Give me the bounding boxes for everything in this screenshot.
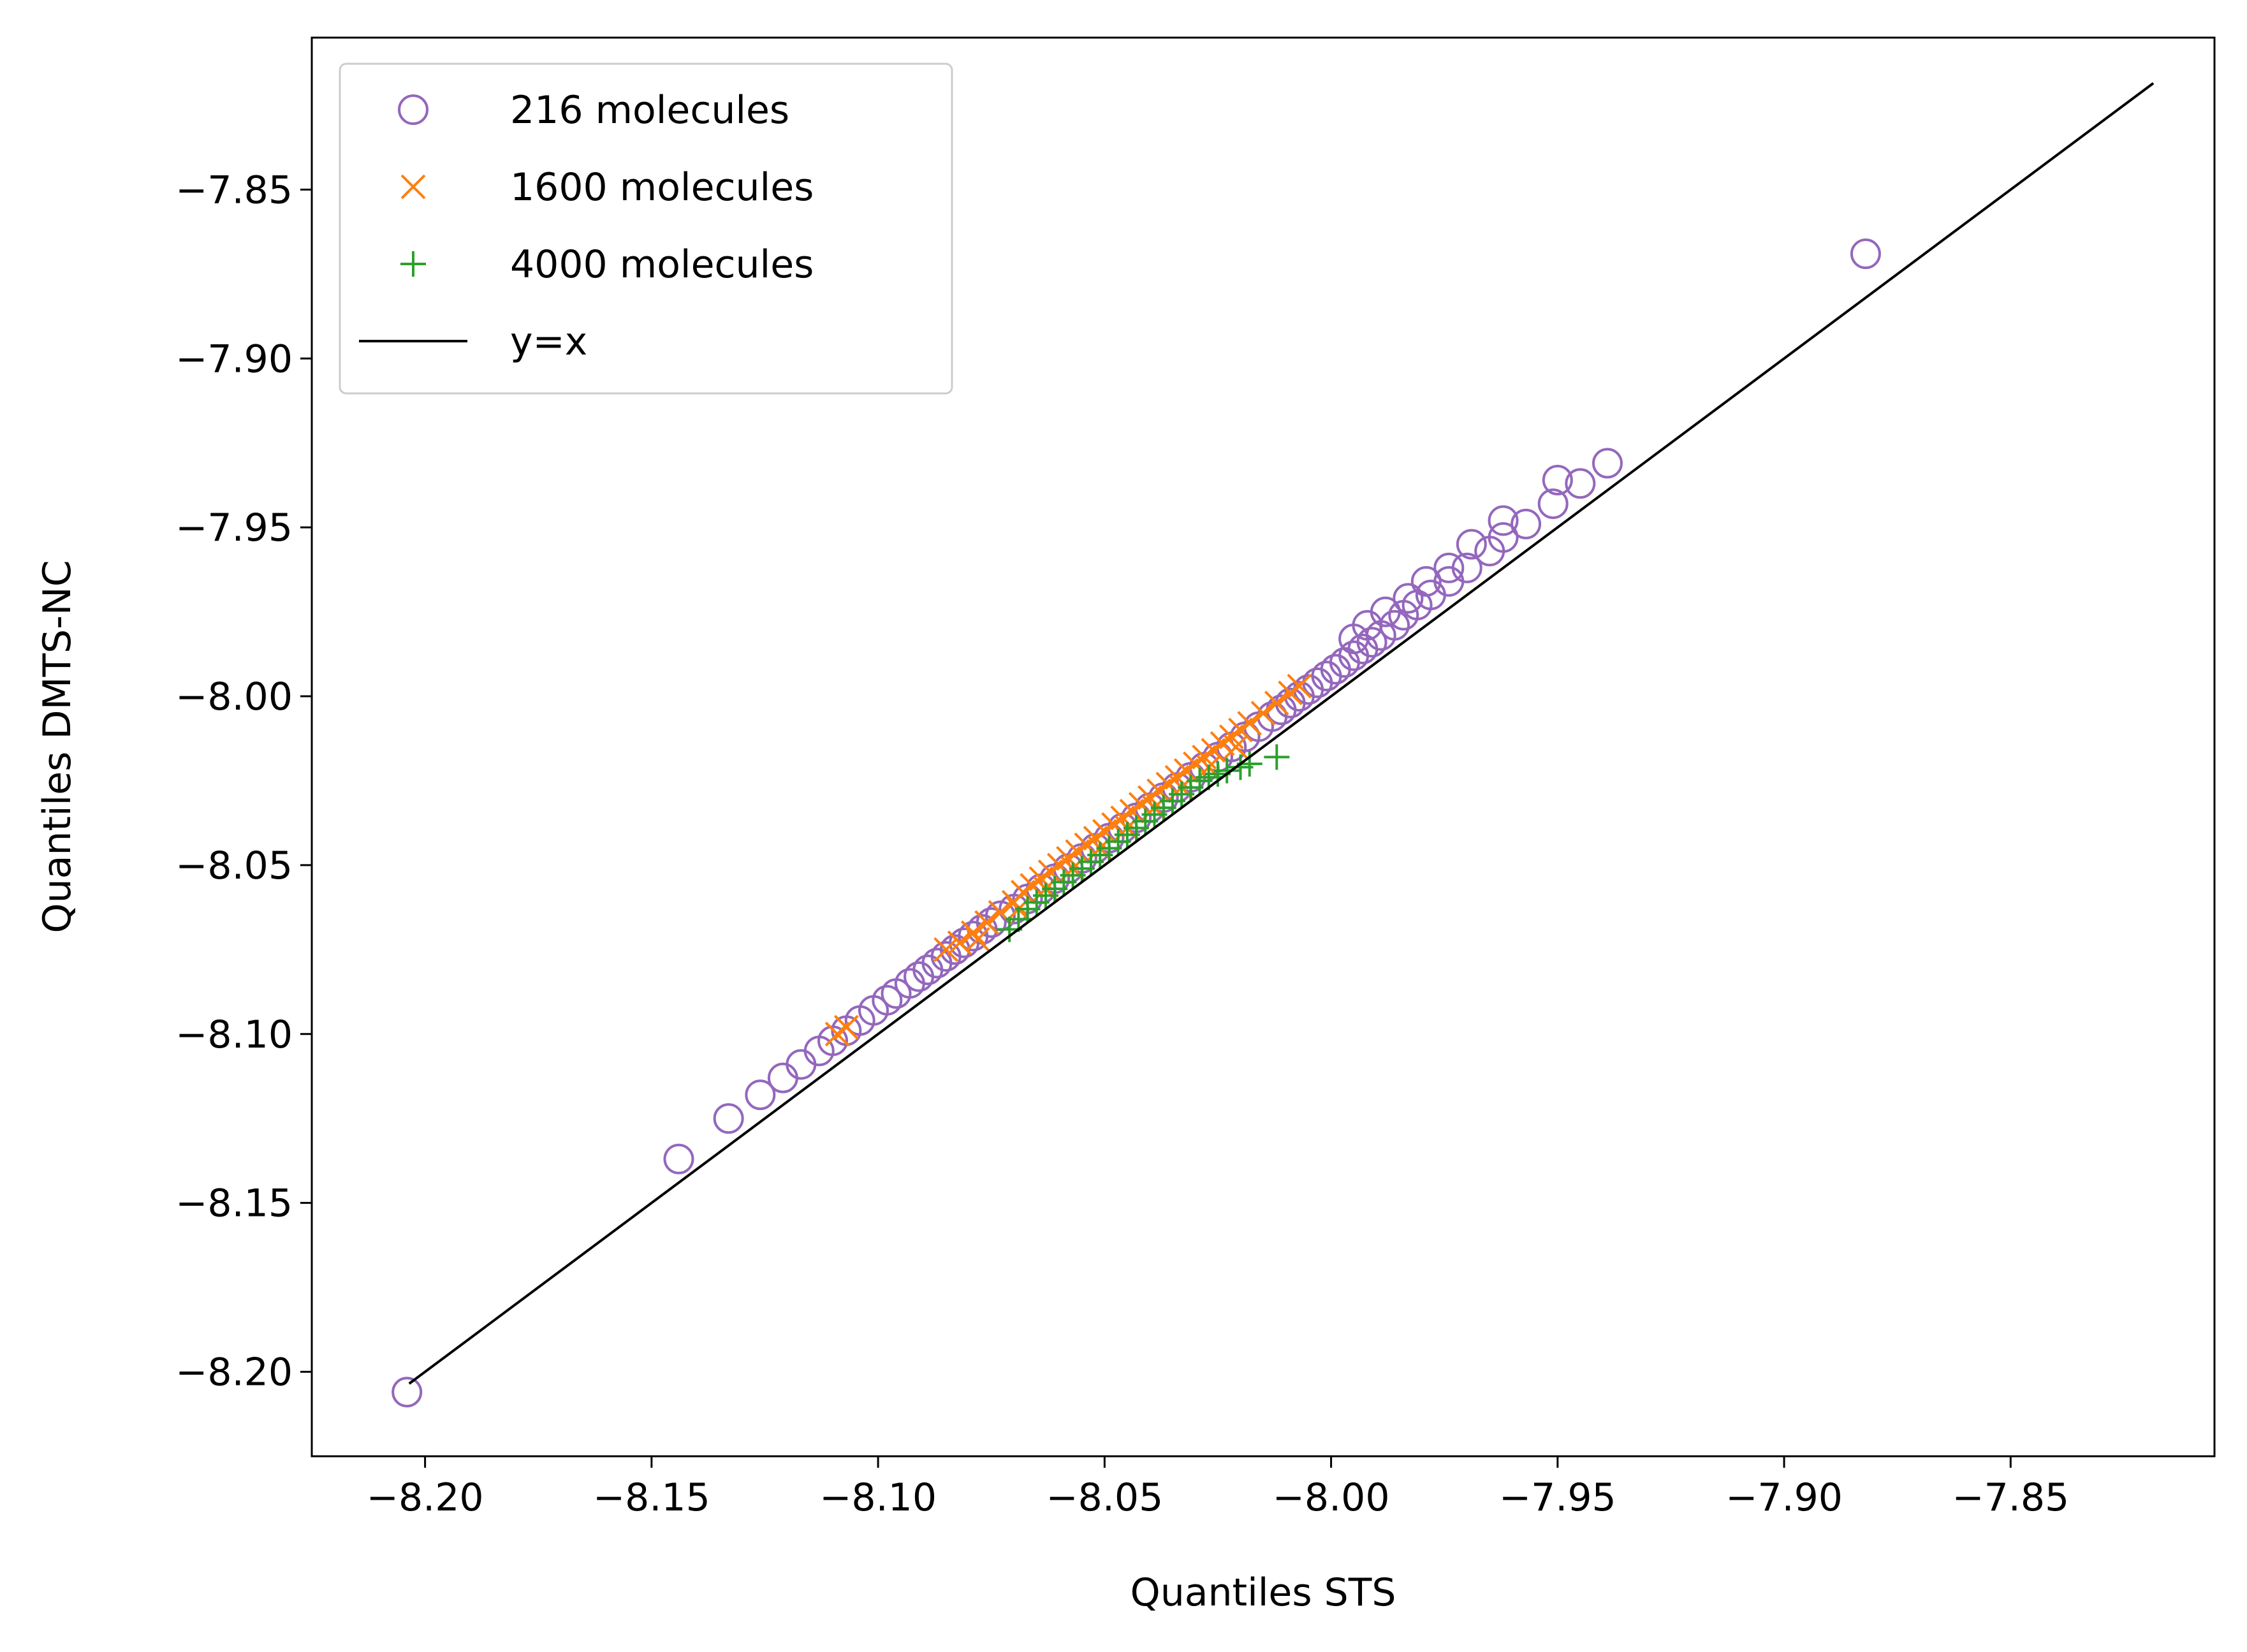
data-point: [1592, 448, 1623, 479]
legend-label: 1600 molecules: [510, 165, 814, 210]
data-point: [1264, 744, 1290, 770]
data-point: [1451, 552, 1482, 583]
plot-content: [392, 82, 2155, 1408]
data-point: [1320, 654, 1351, 685]
legend: 216 molecules 1600 molecules 4000 molecule…: [339, 62, 953, 395]
y-axis: −8.20 −8.15 −8.10 −8.05 −8.00 −7.95 −7.90 −7.85: [175, 168, 312, 1395]
legend-item: y=x: [359, 319, 587, 364]
data-point: [912, 954, 944, 986]
series-line: [408, 82, 2155, 1385]
y-tick-label: −7.85: [175, 168, 293, 212]
data-point: [1237, 711, 1263, 736]
data-point: [933, 937, 959, 962]
data-point: [1338, 623, 1370, 654]
data-point: [872, 984, 903, 1016]
y-tick-label: −8.20: [175, 1350, 293, 1395]
x-tick-label: −8.15: [593, 1475, 710, 1520]
series-plus: [997, 744, 1290, 942]
data-point: [1410, 566, 1442, 597]
reference-line: [408, 82, 2155, 1385]
y-tick-label: −8.15: [175, 1181, 293, 1226]
data-point: [663, 1143, 694, 1174]
x-tick-label: −7.85: [1952, 1475, 2069, 1520]
legend-item: 216 molecules: [398, 88, 789, 133]
legend-swatch: [400, 251, 426, 277]
data-point: [833, 1014, 859, 1040]
x-axis: −8.20 −8.15 −8.10 −8.05 −8.00 −7.95 −7.90 −7.85: [367, 1456, 2069, 1520]
data-point: [976, 907, 1007, 938]
data-point: [392, 1377, 423, 1408]
legend-swatch: [398, 94, 428, 125]
x-tick-label: −7.90: [1725, 1475, 1843, 1520]
data-point: [1850, 238, 1881, 270]
data-point: [1433, 552, 1465, 583]
data-point: [1250, 701, 1276, 726]
data-point: [960, 920, 986, 946]
x-tick-label: −8.20: [367, 1475, 484, 1520]
data-point: [904, 961, 935, 992]
legend-label: 216 molecules: [510, 88, 789, 133]
y-tick-label: −7.90: [175, 337, 293, 381]
legend-swatch: [400, 174, 426, 200]
data-point: [1214, 757, 1240, 784]
y-tick-label: −8.10: [175, 1012, 293, 1057]
data-point: [1356, 627, 1387, 658]
legend-box: [339, 62, 953, 395]
x-tick-label: −8.10: [819, 1475, 937, 1520]
data-point: [1264, 691, 1289, 716]
data-point: [921, 947, 953, 979]
data-point: [1302, 667, 1333, 698]
legend-item: 4000 molecules: [400, 242, 814, 287]
data-point: [1511, 508, 1542, 539]
legend-item: 1600 molecules: [400, 165, 814, 210]
data-point: [965, 927, 990, 952]
legend-label: 4000 molecules: [510, 242, 814, 287]
data-point: [1537, 488, 1569, 520]
x-tick-label: −7.95: [1499, 1475, 1616, 1520]
data-point: [1293, 674, 1324, 705]
y-axis-title: Quantiles DMTS-NC: [35, 560, 80, 933]
plot-frame: [311, 36, 2216, 1458]
data-point: [974, 910, 1000, 935]
data-point: [1338, 640, 1370, 671]
data-point: [1456, 529, 1487, 560]
data-point: [1542, 464, 1573, 495]
y-tick-label: −7.95: [175, 506, 293, 550]
x-tick-label: −8.00: [1273, 1475, 1390, 1520]
data-point: [1393, 583, 1424, 614]
x-tick-label: −8.05: [1046, 1475, 1163, 1520]
y-tick-label: −8.05: [175, 844, 293, 888]
data-point: [745, 1079, 776, 1111]
data-point: [1223, 735, 1248, 759]
data-point: [1311, 661, 1342, 692]
data-point: [1565, 468, 1596, 499]
legend-label: y=x: [510, 319, 587, 364]
data-point: [786, 1049, 817, 1080]
data-point: [1287, 673, 1312, 699]
data-point: [1488, 505, 1519, 536]
x-axis-title: Quantiles STS: [1131, 1570, 1396, 1615]
data-point: [1488, 522, 1519, 553]
data-point: [713, 1103, 744, 1134]
data-point: [767, 1062, 798, 1093]
y-tick-label: −8.00: [175, 675, 293, 719]
